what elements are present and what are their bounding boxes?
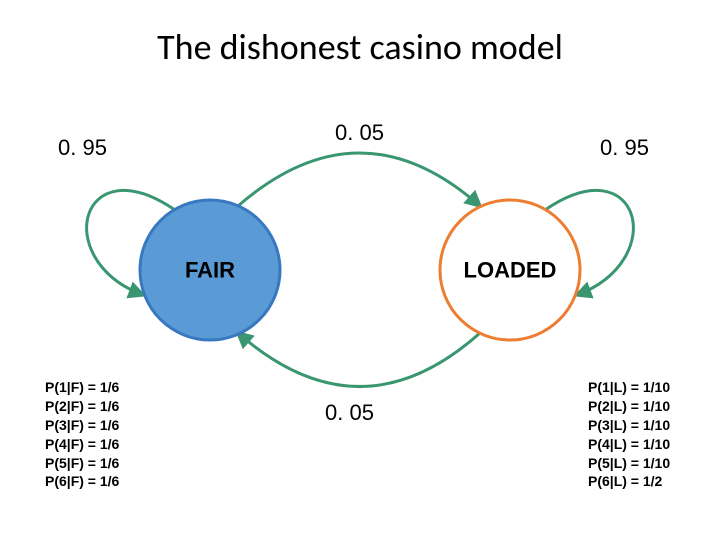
prob-line: P(1|F) = 1/6 [45,378,119,397]
label-self-right: 0. 95 [600,135,649,160]
prob-line: P(5|F) = 1/6 [45,454,119,473]
prob-line: P(4|F) = 1/6 [45,435,119,454]
arc-top [238,153,480,206]
prob-line: P(4|L) = 1/10 [588,435,670,454]
prob-line: P(3|F) = 1/6 [45,416,119,435]
arc-bottom [238,333,480,387]
prob-line: P(2|L) = 1/10 [588,397,670,416]
prob-list-fair: P(1|F) = 1/6P(2|F) = 1/6P(3|F) = 1/6P(4|… [45,378,119,491]
state-loaded-label: LOADED [464,258,557,283]
label-top: 0. 05 [335,120,384,145]
label-bottom: 0. 05 [325,400,374,425]
state-fair-label: FAIR [185,258,235,283]
prob-list-loaded: P(1|L) = 1/10P(2|L) = 1/10P(3|L) = 1/10P… [588,378,670,491]
prob-line: P(5|L) = 1/10 [588,454,670,473]
prob-line: P(1|L) = 1/10 [588,378,670,397]
prob-line: P(3|L) = 1/10 [588,416,670,435]
prob-line: P(6|L) = 1/2 [588,472,670,491]
prob-line: P(2|F) = 1/6 [45,397,119,416]
label-self-left: 0. 95 [58,135,107,160]
prob-line: P(6|F) = 1/6 [45,472,119,491]
